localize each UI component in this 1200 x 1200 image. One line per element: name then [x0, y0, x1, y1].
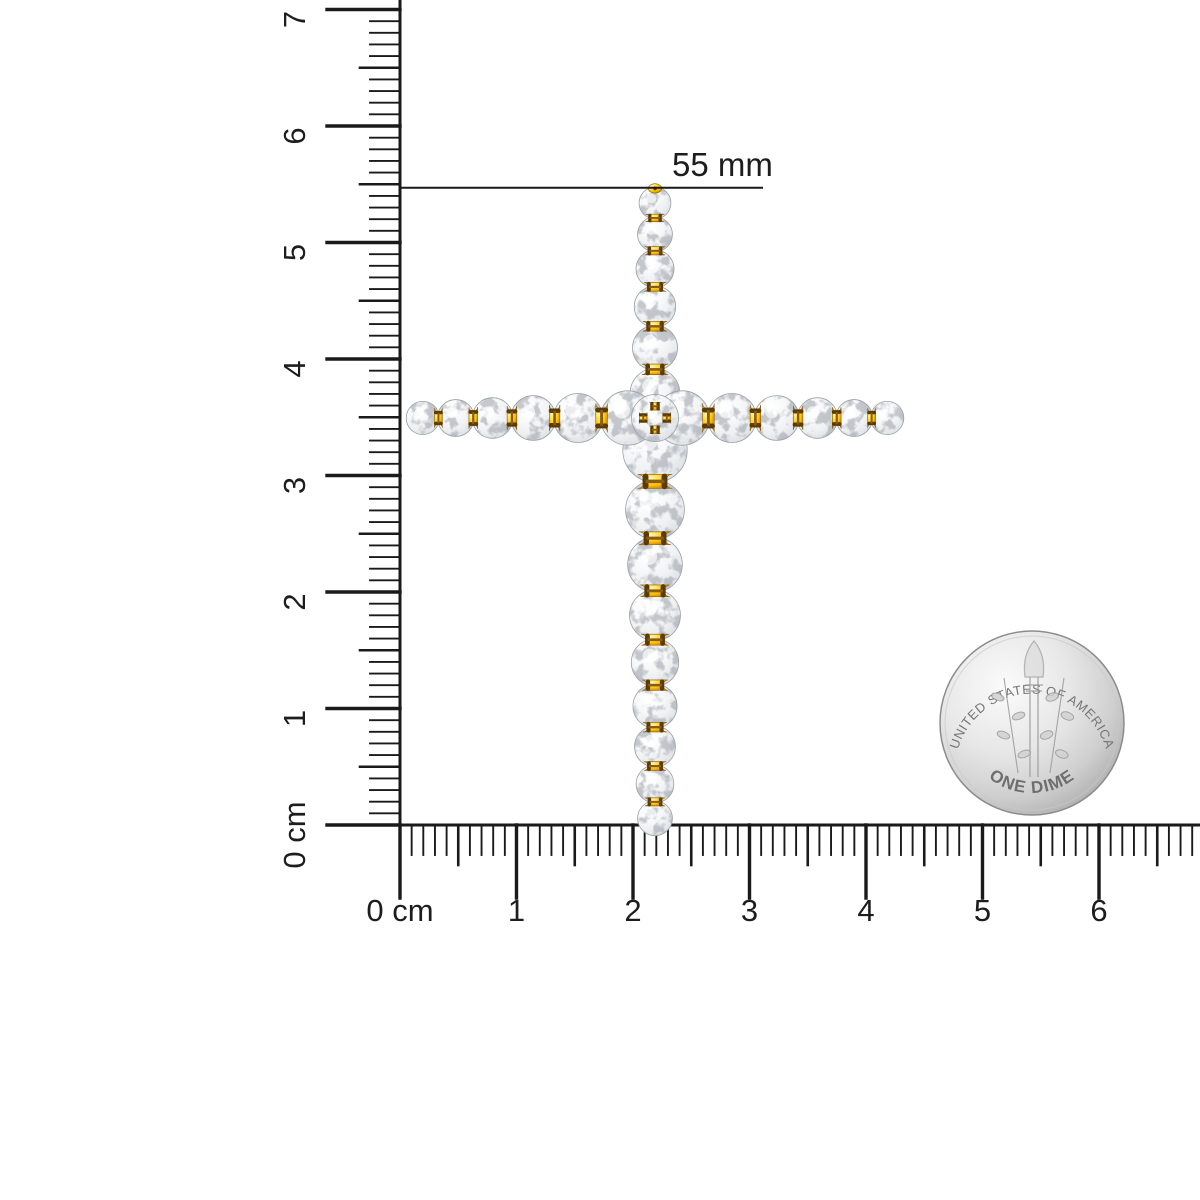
- svg-text:4: 4: [857, 893, 874, 928]
- svg-text:3: 3: [277, 477, 312, 494]
- svg-text:2: 2: [277, 593, 312, 610]
- svg-text:5: 5: [277, 244, 312, 261]
- svg-text:7: 7: [277, 11, 312, 28]
- svg-text:55 mm: 55 mm: [672, 146, 773, 183]
- svg-text:6: 6: [277, 127, 312, 144]
- svg-text:2: 2: [624, 893, 641, 928]
- svg-text:3: 3: [741, 893, 758, 928]
- svg-text:4: 4: [277, 360, 312, 377]
- svg-text:1: 1: [508, 893, 525, 928]
- svg-text:0 cm: 0 cm: [277, 801, 312, 868]
- svg-text:5: 5: [974, 893, 991, 928]
- svg-text:0 cm: 0 cm: [366, 893, 433, 928]
- svg-text:1: 1: [277, 710, 312, 727]
- svg-text:6: 6: [1090, 893, 1107, 928]
